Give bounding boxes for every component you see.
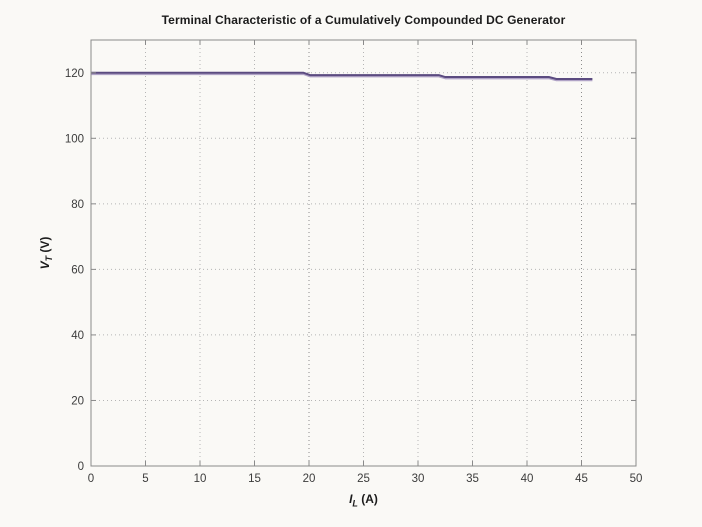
x-tick-label: 45	[575, 473, 588, 485]
x-tick-label: 10	[194, 473, 207, 485]
x-axis-label-unit: (A)	[361, 492, 378, 506]
y-axis-label-symbol: V	[37, 261, 52, 270]
y-axis-label-unit: (V)	[37, 236, 52, 253]
x-tick-label: 15	[248, 473, 261, 485]
x-tick-label: 35	[466, 473, 479, 485]
data-line-halo	[91, 73, 593, 82]
y-tick-label: 120	[65, 68, 84, 80]
y-axis-label: VT (V)	[38, 237, 54, 270]
y-tick-label: 60	[71, 264, 84, 276]
chart-title: Terminal Characteristic of a Cumulativel…	[161, 13, 566, 27]
x-axis-label-symbol: I	[349, 492, 353, 506]
x-tick-label: 30	[412, 473, 425, 485]
y-tick-label: 40	[71, 330, 84, 342]
x-tick-label: 25	[357, 473, 370, 485]
y-tick-label: 0	[78, 461, 84, 473]
y-axis-label-subscript: T	[44, 255, 55, 262]
y-tick-label: 100	[65, 133, 84, 145]
y-tick-label: 20	[71, 395, 84, 407]
y-tick-label: 80	[71, 199, 84, 211]
x-axis-label-subscript: L	[352, 498, 358, 509]
x-axis-label: IL (A)	[91, 492, 636, 508]
data-line	[91, 71, 593, 80]
x-tick-label: 50	[630, 473, 643, 485]
x-tick-label: 0	[88, 473, 94, 485]
x-tick-label: 5	[142, 473, 148, 485]
x-tick-label: 20	[303, 473, 316, 485]
x-tick-label: 40	[521, 473, 534, 485]
